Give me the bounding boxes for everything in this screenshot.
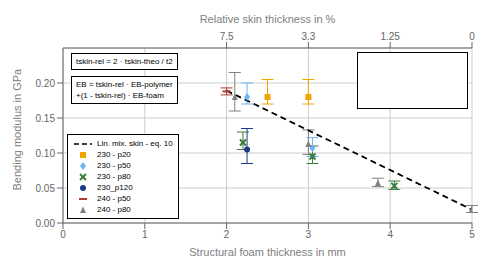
svg-text:0.20: 0.20 (36, 78, 56, 89)
svg-text:2: 2 (224, 229, 230, 240)
svg-text:Relative skin thickness in %: Relative skin thickness in % (200, 13, 336, 25)
svg-text:0.15: 0.15 (36, 113, 56, 124)
svg-text:0.10: 0.10 (36, 148, 56, 159)
svg-text:3.3: 3.3 (301, 31, 315, 42)
svg-text:3: 3 (306, 229, 312, 240)
svg-text:7.5: 7.5 (220, 31, 234, 42)
svg-text:1: 1 (142, 229, 148, 240)
html-text:230_p120: 230_p120 (97, 183, 133, 192)
svg-text:Bending modulus in GPa: Bending modulus in GPa (11, 68, 23, 191)
svg-text:5: 5 (469, 229, 475, 240)
svg-text:0.00: 0.00 (36, 218, 56, 229)
svg-text:1.25: 1.25 (380, 31, 400, 42)
html-text:+(1 - tskin-rel) · EB-foam: +(1 - tskin-rel) · EB-foam (76, 91, 164, 100)
svg-text:0: 0 (469, 31, 475, 42)
html-text:EB = tskin-rel · EB-polymer: EB = tskin-rel · EB-polymer (76, 80, 173, 89)
html-text:230 - p50: 230 - p50 (97, 161, 131, 170)
svg-text:4: 4 (387, 229, 393, 240)
html-text:230 - p80: 230 - p80 (97, 172, 131, 181)
html-text:230 - p20: 230 - p20 (97, 150, 131, 159)
svg-text:0.05: 0.05 (36, 183, 56, 194)
html-text:tskin-rel = 2 · tskin-theo / t: tskin-rel = 2 · tskin-theo / t2 (76, 57, 173, 66)
html-text:Lin. mix. skin - eq. 10: Lin. mix. skin - eq. 10 (97, 139, 173, 148)
svg-text:Structural foam thickness in m: Structural foam thickness in mm (189, 246, 346, 258)
html-text:240 - p50: 240 - p50 (97, 194, 131, 203)
svg-text:0: 0 (60, 229, 66, 240)
html-text:240 - p80: 240 - p80 (97, 205, 131, 214)
